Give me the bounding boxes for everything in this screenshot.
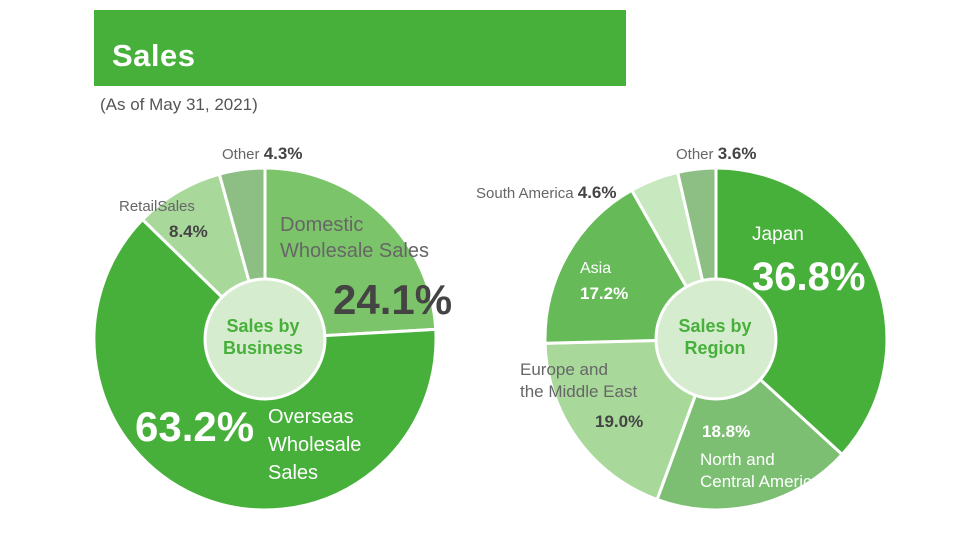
south-america-label: South America xyxy=(476,185,574,202)
business-other-label: Other xyxy=(222,146,260,163)
north-america-label-line-1: North and xyxy=(700,450,775,469)
north-america-label: North and Central America xyxy=(700,449,821,493)
business-center-hole xyxy=(203,277,327,401)
retail-value: 8.4% xyxy=(169,222,208,241)
japan-label: Japan xyxy=(752,224,804,245)
business-other-label-group: Other 4.3% xyxy=(222,144,302,164)
overseas-label-line-1: Overseas xyxy=(268,406,354,428)
title-banner: Sales xyxy=(94,10,626,86)
region-other-label-group: Other 3.6% xyxy=(676,144,756,164)
domestic-label-line-1: Domestic xyxy=(280,214,364,236)
overseas-label: Overseas Wholesale Sales xyxy=(268,403,361,487)
overseas-label-line-2: Wholesale xyxy=(268,434,362,456)
business-other-value: 4.3% xyxy=(263,144,303,163)
region-other-value: 3.6% xyxy=(717,144,757,163)
overseas-value: 63.2% xyxy=(135,403,255,450)
domestic-value: 24.1% xyxy=(333,276,453,323)
domestic-label-line-2: Wholesale Sales xyxy=(280,240,429,262)
south-america-label-group: South America 4.6% xyxy=(476,183,616,203)
overseas-label-line-3: Sales xyxy=(268,462,319,484)
south-america-value: 4.6% xyxy=(577,183,617,202)
as-of-date: (As of May 31, 2021) xyxy=(100,95,258,114)
page-title: Sales xyxy=(112,38,196,73)
north-america-label-line-2: Central America xyxy=(700,472,821,492)
business-center-line-2: Business xyxy=(222,337,304,358)
domestic-label: Domestic Wholesale Sales xyxy=(280,212,429,264)
region-center-line-2: Region xyxy=(684,337,746,358)
asia-label: Asia xyxy=(580,260,612,277)
region-other-label: Other xyxy=(676,146,714,163)
region-center-line-1: Sales by xyxy=(678,316,752,336)
europe-label-line-1: Europe and xyxy=(520,360,608,379)
north-america-value: 18.8% xyxy=(702,422,751,441)
japan-value: 36.8% xyxy=(752,255,866,299)
business-center-line-1: Sales by xyxy=(226,316,300,336)
business-center-label: Sales by Business xyxy=(213,316,313,359)
region-center-label: Sales by Region xyxy=(665,316,765,359)
europe-value: 19.0% xyxy=(595,412,644,431)
asia-value: 17.2% xyxy=(580,284,629,303)
region-center-hole xyxy=(654,277,778,401)
europe-label-line-2: the Middle East xyxy=(520,382,638,402)
europe-label: Europe and the Middle East xyxy=(520,359,637,403)
region-slice-japan xyxy=(714,166,889,457)
retail-label: RetailSales xyxy=(119,198,195,215)
